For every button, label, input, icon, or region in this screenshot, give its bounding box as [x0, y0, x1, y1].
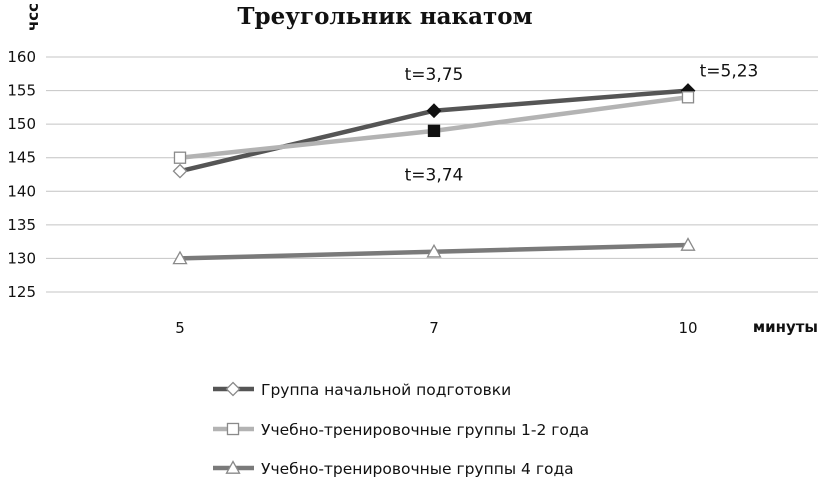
y-tick-label: 125 [7, 283, 36, 301]
y-tick-label: 130 [7, 249, 36, 267]
series-lines [172, 83, 696, 265]
legend-item: Группа начальной подготовки [213, 381, 511, 399]
y-tick-label: 155 [7, 82, 36, 100]
legend-label: Учебно-тренировочные группы 4 года [261, 460, 574, 478]
data-point [427, 124, 441, 138]
y-tick-label: 140 [7, 182, 36, 200]
data-point [426, 103, 442, 119]
series-2 [173, 91, 695, 164]
y-tick-label: 150 [7, 115, 36, 133]
chart-title: Треугольник накатом [237, 3, 532, 30]
legend-item: Учебно-тренировочные группы 1-2 года [213, 421, 589, 439]
legend-marker [225, 381, 241, 397]
series-3 [172, 237, 696, 265]
y-tick-label: 135 [7, 216, 36, 234]
x-tick-label: 7 [429, 319, 439, 337]
y-tick-labels: 125 130 135 140 145 150 155 160 [7, 48, 36, 301]
x-tick-labels: 5 7 10 [175, 319, 697, 337]
data-point [681, 91, 695, 104]
legend-label: Группа начальной подготовки [261, 381, 511, 399]
y-tick-label: 160 [7, 48, 36, 66]
legend-item: Учебно-тренировочные группы 4 года [213, 460, 574, 478]
annotation-label: t=3,75 [405, 65, 464, 85]
y-tick-label: 145 [7, 149, 36, 167]
data-point [680, 237, 696, 251]
annotation-label: t=3,74 [405, 166, 464, 186]
data-point [426, 243, 442, 258]
data-point [172, 250, 188, 265]
y-axis-title: чсс [24, 3, 42, 31]
legend-marker [225, 460, 241, 474]
x-tick-label: 5 [175, 319, 185, 337]
data-point [172, 163, 188, 179]
annotation-label: t=5,23 [700, 61, 759, 81]
x-axis-title: минуты [753, 318, 818, 336]
x-tick-label: 10 [678, 319, 697, 337]
legend-label: Учебно-тренировочные группы 1-2 года [261, 421, 589, 439]
legend: Группа начальной подготовки Учебно-тренир… [213, 381, 589, 478]
annotations: t=3,75 t=3,74 t=5,23 [405, 61, 759, 185]
data-point [173, 151, 187, 164]
legend-marker [226, 422, 240, 436]
